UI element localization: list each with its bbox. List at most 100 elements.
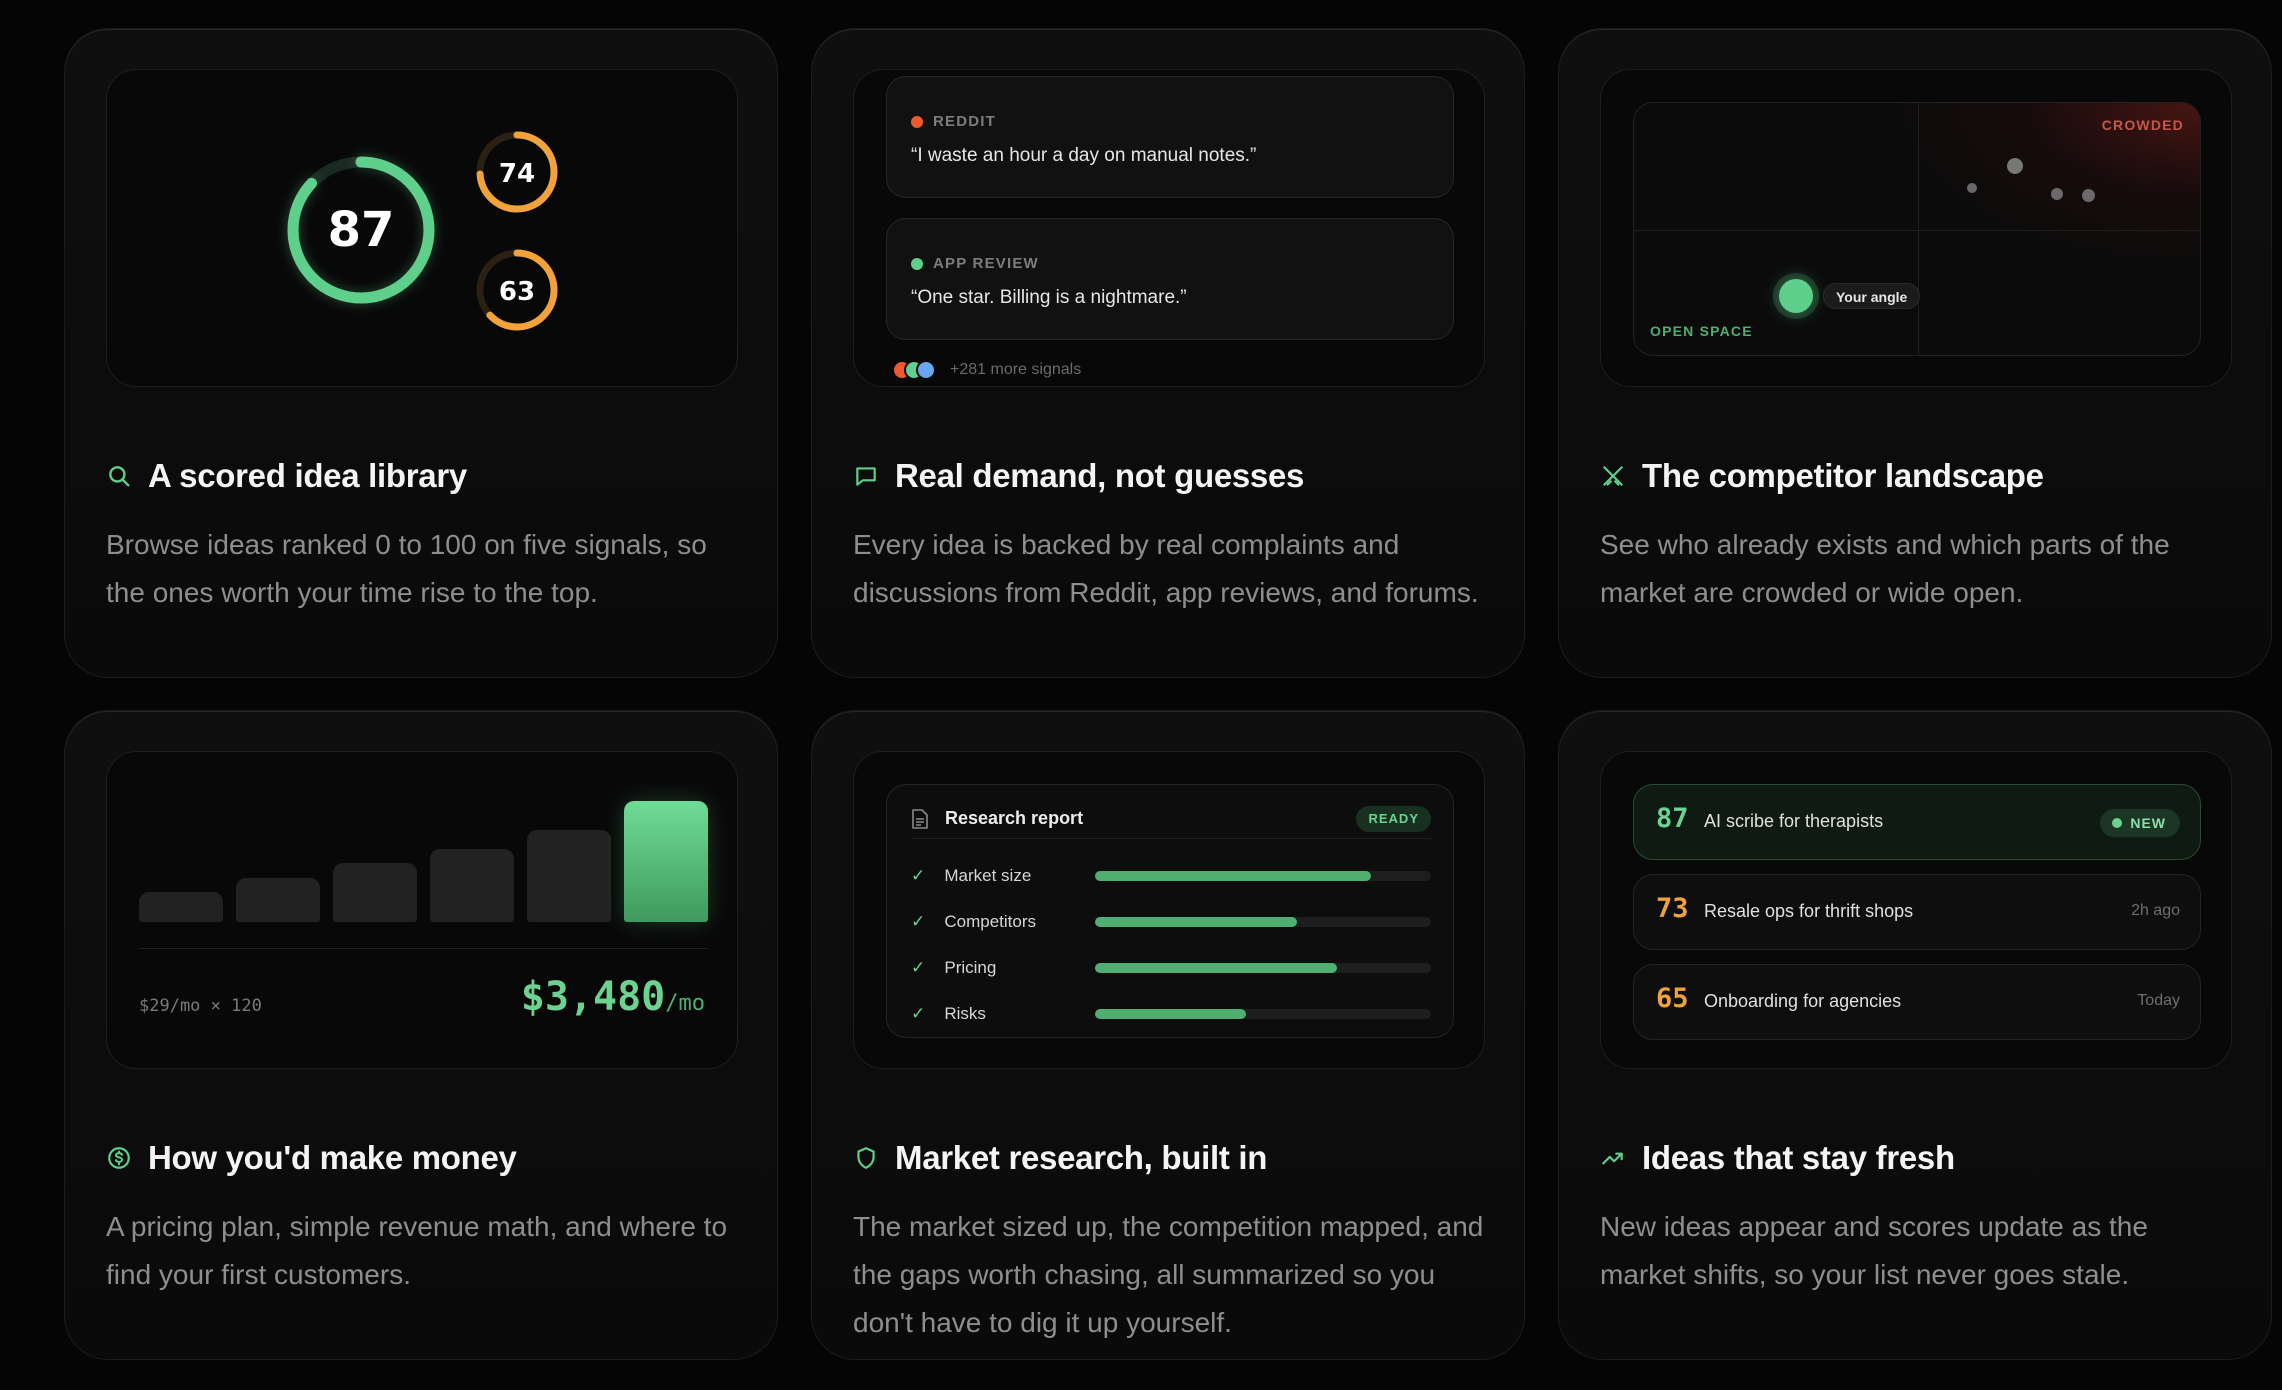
check-icon: ✓: [911, 958, 926, 977]
signal-card-app-review: APP REVIEW “One star. Billing is a night…: [886, 218, 1454, 340]
revenue-bar: [139, 892, 223, 922]
report-item-progress-fill: [1095, 871, 1371, 881]
signals-panel: REDDIT “I waste an hour a day on manual …: [853, 69, 1485, 387]
score-ring-large: [287, 156, 435, 304]
reddit-dot-icon: [911, 115, 923, 128]
signal-source-label: APP REVIEW: [933, 255, 1039, 272]
app-review-dot-icon: [911, 257, 923, 270]
score-ring-small-1: [476, 131, 558, 213]
competitor-dot: [2082, 189, 2095, 202]
idea-score: 73: [1656, 893, 1689, 924]
feature-card-real-demand: REDDIT “I waste an hour a day on manual …: [811, 28, 1525, 678]
card-description: New ideas appear and scores update as th…: [1600, 1211, 2148, 1290]
fresh-ideas-panel: 87 AI scribe for therapists NEW 73 Resal…: [1600, 751, 2232, 1069]
report-header: Research report READY: [911, 799, 1431, 839]
new-badge: NEW: [2100, 809, 2180, 837]
card-title: Real demand, not guesses: [895, 457, 1305, 494]
report-status-badge: READY: [1356, 805, 1431, 832]
card-description: See who already exists and which parts o…: [1600, 529, 2170, 608]
check-icon: ✓: [911, 1004, 926, 1023]
card-title-row: Market research, built in: [853, 1139, 1267, 1177]
chart-divider: [139, 948, 707, 949]
card-title: Ideas that stay fresh: [1642, 1139, 1955, 1176]
new-badge-label: NEW: [2130, 815, 2166, 831]
report-item-progress-track: [1095, 963, 1431, 973]
card-title: Market research, built in: [895, 1139, 1268, 1176]
report-item-progress-fill: [1095, 963, 1337, 973]
landscape-panel: CROWDED OPEN SPACE Your angle: [1600, 69, 2232, 387]
card-description: The market sized up, the competition map…: [853, 1211, 1484, 1338]
revenue-bar: [236, 878, 320, 922]
idea-row[interactable]: 65 Onboarding for agencies Today: [1633, 964, 2201, 1040]
card-description: Every idea is backed by real complaints …: [853, 529, 1479, 608]
card-title-row: Ideas that stay fresh: [1600, 1139, 1955, 1177]
revenue-bar: [333, 863, 417, 922]
card-description: A pricing plan, simple revenue math, and…: [106, 1211, 728, 1290]
idea-timestamp: 2h ago: [2131, 902, 2180, 919]
signal-source-label: REDDIT: [933, 113, 997, 130]
report-title: Research report: [945, 808, 1084, 828]
feature-card-ideas-fresh: 87 AI scribe for therapists NEW 73 Resal…: [1558, 710, 2272, 1360]
idea-title: Resale ops for thrift shops: [1704, 901, 1914, 921]
idea-row[interactable]: 73 Resale ops for thrift shops 2h ago: [1633, 874, 2201, 950]
document-icon: [912, 808, 928, 829]
chat-bubble-icon: [856, 467, 876, 486]
report-item-progress-track: [1095, 871, 1431, 881]
crossed-swords-icon: [1603, 466, 1623, 486]
report-item-label: Risks: [944, 1004, 986, 1023]
signal-source: APP REVIEW: [911, 255, 1039, 272]
signal-source: REDDIT: [911, 113, 996, 130]
signal-card-reddit: REDDIT “I waste an hour a day on manual …: [886, 76, 1454, 198]
signal-quote: “I waste an hour a day on manual notes.”: [911, 145, 1257, 166]
feature-card-make-money: $29/mo × 120 $3,480 /mo How you'd make m…: [64, 710, 778, 1360]
report-item: ✓ Market size: [911, 853, 1431, 899]
report-item: ✓ Pricing: [911, 945, 1431, 991]
shield-icon: [857, 1147, 875, 1169]
your-angle-label: Your angle: [1823, 283, 1921, 309]
competitor-dot: [1967, 183, 1977, 193]
card-title: A scored idea library: [148, 457, 467, 494]
card-title-row: A scored idea library: [106, 457, 467, 495]
your-angle-dot: [1779, 279, 1813, 313]
revenue-bar: [527, 830, 611, 922]
card-title-row: Real demand, not guesses: [853, 457, 1304, 495]
report-item-progress-track: [1095, 1009, 1431, 1019]
trending-up-icon: [1602, 1152, 1623, 1165]
revenue-bar-chart: [139, 792, 708, 922]
score-ring-small-2: [476, 249, 558, 331]
research-report-card: Research report READY ✓ Market size ✓ Compe…: [886, 784, 1454, 1038]
feature-card-market-research: Research report READY ✓ Market size ✓ Compe…: [811, 710, 1525, 1360]
feature-card-competitor-landscape: CROWDED OPEN SPACE Your angle The compet…: [1558, 28, 2272, 678]
report-item-progress-fill: [1095, 917, 1297, 927]
revenue-unit: /mo: [665, 991, 705, 1016]
crowded-zone: [1900, 103, 2200, 263]
score-rings-panel: 87 74 63: [106, 69, 738, 387]
revenue-formula: $29/mo × 120: [139, 996, 262, 1016]
check-icon: ✓: [911, 912, 926, 931]
report-item: ✓ Competitors: [911, 899, 1431, 945]
revenue-value: $3,480: [520, 974, 666, 1020]
report-item: ✓ Risks: [911, 991, 1431, 1037]
map-horizontal-axis: [1634, 230, 2200, 231]
revenue-panel: $29/mo × 120 $3,480 /mo: [106, 751, 738, 1069]
card-title-row: The competitor landscape: [1600, 457, 2044, 495]
idea-timestamp: Today: [2137, 992, 2180, 1009]
idea-row[interactable]: 87 AI scribe for therapists NEW: [1633, 784, 2201, 860]
report-item-label: Market size: [944, 866, 1032, 885]
research-panel: Research report READY ✓ Market size ✓ Compe…: [853, 751, 1485, 1069]
idea-title: AI scribe for therapists: [1704, 811, 1884, 831]
landscape-map: CROWDED OPEN SPACE Your angle: [1633, 102, 2201, 356]
report-item-label: Competitors: [944, 912, 1037, 931]
card-title: The competitor landscape: [1642, 457, 2044, 494]
dollar-circle-icon: [108, 1147, 130, 1169]
search-icon: [109, 466, 130, 487]
crowded-label: CROWDED: [2101, 117, 2184, 133]
map-vertical-axis: [1918, 103, 1919, 355]
revenue-total: $3,480 /mo: [521, 974, 705, 1020]
revenue-bar: [430, 849, 514, 922]
score-rings: 87 74 63: [287, 131, 558, 331]
score-small-1-value: 74: [499, 159, 535, 189]
feature-card-scored-library: 87 74 63 A scored idea library Browse id…: [64, 28, 778, 678]
report-item-label: Pricing: [944, 958, 997, 977]
report-item-progress-track: [1095, 917, 1431, 927]
